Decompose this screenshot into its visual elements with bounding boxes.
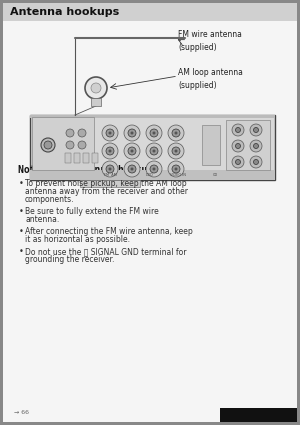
Circle shape — [66, 141, 74, 149]
Text: Notes on antenna hookups: Notes on antenna hookups — [18, 165, 159, 175]
Circle shape — [128, 165, 136, 173]
Circle shape — [109, 131, 112, 134]
Text: Antenna hookups: Antenna hookups — [10, 7, 119, 17]
Circle shape — [130, 167, 134, 170]
Bar — [92, 153, 98, 163]
Text: •: • — [19, 227, 24, 236]
Bar — [220, 408, 297, 422]
Circle shape — [168, 143, 184, 159]
Text: •: • — [19, 179, 24, 188]
Circle shape — [150, 147, 158, 155]
Circle shape — [146, 125, 162, 141]
Circle shape — [172, 129, 180, 137]
Circle shape — [102, 143, 118, 159]
Circle shape — [44, 141, 52, 149]
Circle shape — [146, 143, 162, 159]
Bar — [83, 153, 89, 163]
Text: DVD: DVD — [146, 173, 154, 177]
Circle shape — [150, 165, 158, 173]
Circle shape — [130, 131, 134, 134]
Text: CD: CD — [212, 173, 217, 177]
Circle shape — [254, 128, 259, 133]
Circle shape — [175, 167, 178, 170]
Bar — [3, 3, 297, 21]
Circle shape — [254, 159, 259, 164]
Circle shape — [232, 156, 244, 168]
Circle shape — [130, 150, 134, 153]
Text: After connecting the FM wire antenna, keep: After connecting the FM wire antenna, ke… — [25, 227, 193, 236]
Circle shape — [254, 144, 259, 148]
Text: •: • — [19, 247, 24, 256]
Text: antenna.: antenna. — [25, 215, 59, 224]
Text: To prevent noise pickup, keep the AM loop: To prevent noise pickup, keep the AM loo… — [25, 179, 187, 188]
Circle shape — [236, 159, 241, 164]
Bar — [30, 170, 275, 180]
Circle shape — [172, 147, 180, 155]
Circle shape — [66, 129, 74, 137]
Circle shape — [106, 147, 114, 155]
Circle shape — [109, 167, 112, 170]
Circle shape — [250, 156, 262, 168]
Circle shape — [150, 129, 158, 137]
Text: it as horizontal as possible.: it as horizontal as possible. — [25, 235, 130, 244]
Circle shape — [106, 165, 114, 173]
Bar — [30, 115, 275, 118]
Circle shape — [85, 77, 107, 99]
Text: Be sure to fully extend the FM wire: Be sure to fully extend the FM wire — [25, 207, 159, 216]
Text: VIDEO IN: VIDEO IN — [170, 173, 186, 177]
Circle shape — [168, 161, 184, 177]
Bar — [65, 153, 71, 163]
Circle shape — [152, 167, 155, 170]
Circle shape — [41, 138, 55, 152]
Circle shape — [146, 161, 162, 177]
Circle shape — [175, 150, 178, 153]
Bar — [74, 153, 80, 163]
Circle shape — [102, 125, 118, 141]
Text: → 66: → 66 — [14, 410, 29, 415]
Circle shape — [232, 140, 244, 152]
Circle shape — [124, 125, 140, 141]
Text: grounding the receiver.: grounding the receiver. — [25, 255, 114, 264]
Text: Do not use the ⪩ SIGNAL GND terminal for: Do not use the ⪩ SIGNAL GND terminal for — [25, 247, 187, 256]
Circle shape — [124, 143, 140, 159]
Circle shape — [168, 125, 184, 141]
Circle shape — [109, 150, 112, 153]
Circle shape — [128, 129, 136, 137]
Text: •: • — [19, 207, 24, 216]
Circle shape — [128, 147, 136, 155]
Text: FM  AM: FM AM — [104, 173, 116, 177]
Circle shape — [91, 83, 101, 93]
Circle shape — [250, 140, 262, 152]
Circle shape — [175, 131, 178, 134]
Bar — [80, 180, 140, 187]
Circle shape — [250, 124, 262, 136]
Circle shape — [236, 128, 241, 133]
Text: FM wire antenna
(supplied): FM wire antenna (supplied) — [178, 30, 242, 51]
Circle shape — [106, 129, 114, 137]
Circle shape — [78, 141, 86, 149]
Bar — [202, 125, 220, 165]
Circle shape — [124, 161, 140, 177]
Bar — [91, 98, 101, 106]
Circle shape — [232, 124, 244, 136]
Text: components.: components. — [25, 195, 74, 204]
Circle shape — [78, 129, 86, 137]
Bar — [32, 117, 94, 170]
Circle shape — [236, 144, 241, 148]
Text: antenna away from the receiver and other: antenna away from the receiver and other — [25, 187, 188, 196]
Circle shape — [172, 165, 180, 173]
Circle shape — [152, 131, 155, 134]
Circle shape — [102, 161, 118, 177]
Text: AM loop antenna
(supplied): AM loop antenna (supplied) — [178, 68, 243, 90]
Bar — [30, 115, 275, 180]
Circle shape — [152, 150, 155, 153]
Bar — [226, 120, 270, 170]
